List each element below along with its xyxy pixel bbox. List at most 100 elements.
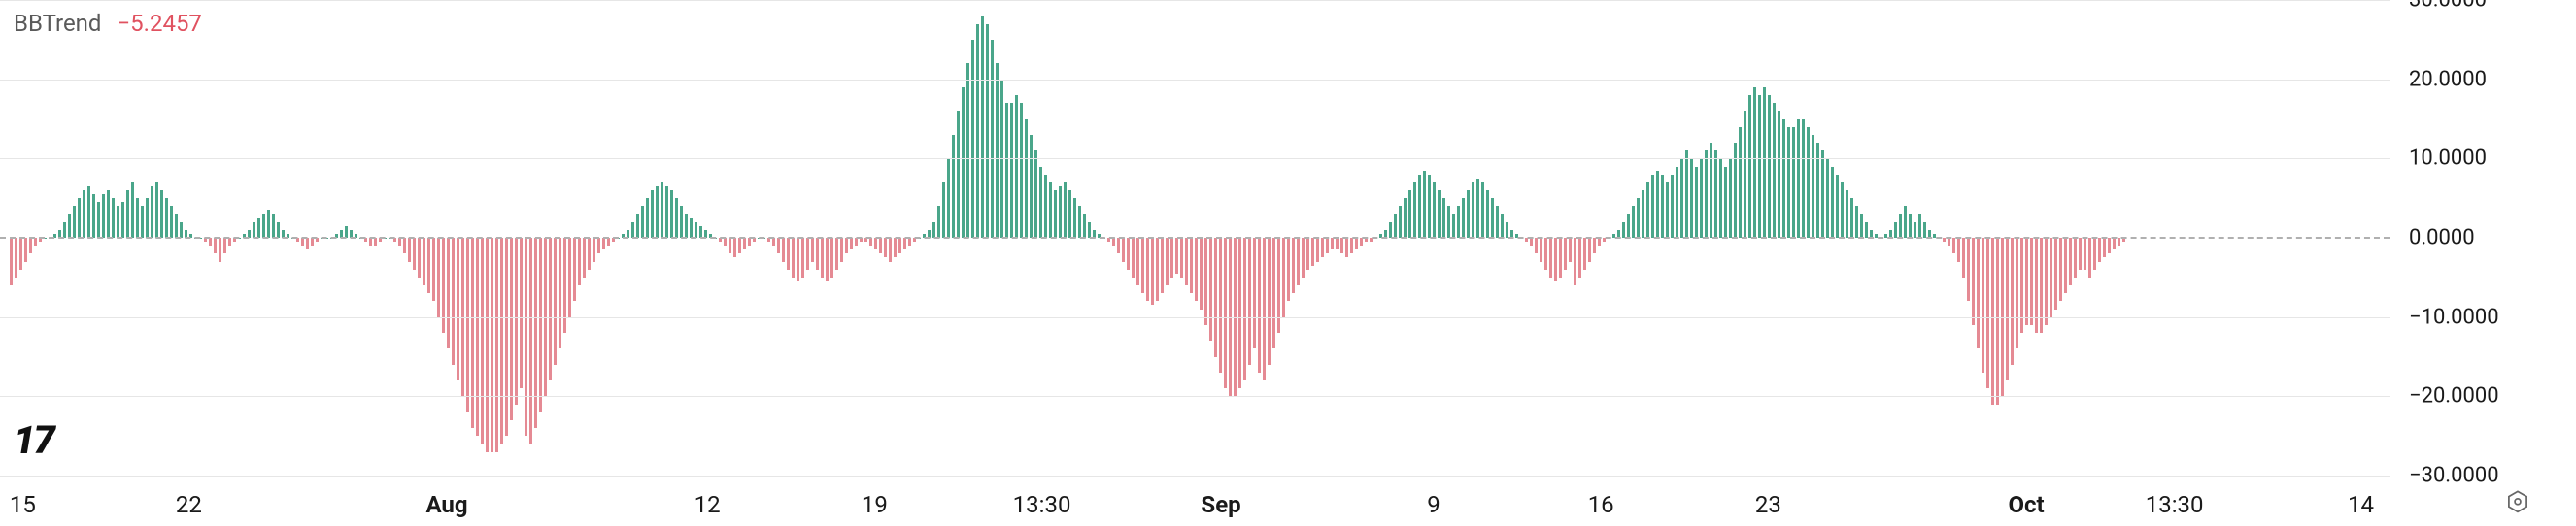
histogram-bar [1292,238,1295,293]
tradingview-logo[interactable]: 17 [14,417,53,463]
histogram-bar [1146,238,1149,301]
histogram-bar [262,214,265,239]
histogram-bar [1297,238,1300,285]
histogram-bar [2011,238,2014,365]
histogram-bar [996,63,999,238]
histogram-bar [2084,238,2086,270]
histogram-bar [792,238,795,278]
histogram-bar [1627,214,1630,239]
histogram-bar [68,214,71,239]
histogram-bar [1355,238,1358,249]
histogram-bar [1656,171,1659,238]
histogram-bar [748,238,751,246]
y-tick-label: −10.0000 [2409,305,2499,329]
histogram-bar [1812,135,1814,238]
histogram-bar [170,206,173,238]
histogram-bar [1977,238,1980,348]
histogram-bar [1243,238,1246,380]
histogram-bar [1277,238,1280,333]
indicator-name: BBTrend [14,10,101,37]
histogram-bar [826,238,829,281]
histogram-bar [1170,238,1173,278]
histogram-bar [369,238,372,246]
histogram-bar [1705,150,1708,238]
histogram-bar [1151,238,1154,305]
histogram-bar [1122,238,1125,262]
histogram-bar [219,238,221,262]
histogram-bar [942,182,945,238]
histogram-bar [1734,143,1737,238]
histogram-bar [966,63,969,238]
x-tick-label: 14 [2348,491,2374,518]
histogram-bar [1530,238,1533,246]
histogram-bar [641,206,644,238]
histogram-bar [1263,238,1266,380]
histogram-bar [1865,222,1868,238]
histogram-bar [1836,175,1839,238]
histogram-bar [2030,238,2033,325]
histogram-bar [772,238,775,246]
histogram-bar [92,194,95,238]
histogram-bar [126,190,129,238]
histogram-bar [1486,190,1489,238]
x-axis[interactable]: 1522Aug121913:30Sep91623Oct13:3014 [0,476,2576,526]
histogram-bar [2040,238,2043,333]
histogram-bar [457,238,459,380]
histogram-bar [476,238,479,436]
histogram-bar [466,238,469,412]
histogram-bar [874,238,877,249]
histogram-bar [117,206,119,238]
histogram-bar [680,206,683,238]
histogram-bar [1583,238,1586,270]
histogram-bar [486,238,489,452]
histogram-bar [1141,238,1144,293]
histogram-bar [1554,238,1557,281]
histogram-bar [1816,143,1819,238]
histogram-bar [1068,190,1071,238]
histogram-bar [529,238,532,444]
histogram-bar [884,238,887,257]
histogram-bar [554,238,557,365]
histogram-bar [738,238,741,253]
histogram-bar [1020,103,1023,238]
histogram-bar [398,238,401,246]
plot-area[interactable]: BBTrend −5.2457 17 [0,0,2390,476]
histogram-bar [1175,238,1178,274]
x-tick-label: 12 [695,491,721,518]
histogram-bar [1117,238,1120,253]
histogram-bar [1598,238,1601,246]
histogram-bar [1860,214,1863,239]
histogram-bar [146,198,149,238]
histogram-bar [806,238,809,270]
histogram-bar [573,238,576,301]
histogram-bar [2020,238,2023,333]
histogram-bar [539,238,542,412]
histogram-bar [976,24,979,239]
histogram-bar [1739,127,1742,238]
histogram-bar [1287,238,1290,301]
settings-icon[interactable] [2504,489,2531,516]
histogram-bar [2093,238,2096,270]
y-axis[interactable]: 30.000020.000010.00000.0000−10.0000−20.0… [2390,0,2576,476]
histogram-bar [563,238,566,333]
histogram-bar [505,238,508,436]
histogram-bar [471,238,474,428]
y-tick-label: 0.0000 [2409,226,2475,250]
histogram-bar [1593,238,1596,253]
histogram-bar [432,238,435,301]
indicator-value: −5.2457 [117,10,202,37]
histogram-bar [1195,238,1198,301]
histogram-bar [1962,238,1965,278]
histogram-bar [1768,95,1771,238]
histogram-bar [2006,238,2009,380]
histogram-bar [1773,103,1776,238]
indicator-legend[interactable]: BBTrend −5.2457 [14,10,202,37]
histogram-bar [1418,175,1421,238]
histogram-bar [1457,206,1460,238]
x-tick-label: 19 [862,491,888,518]
histogram-bar [437,238,440,317]
histogram-bar [729,238,731,253]
histogram-bar [2054,238,2057,310]
histogram-bar [2113,238,2116,249]
histogram-bar [1248,238,1251,365]
